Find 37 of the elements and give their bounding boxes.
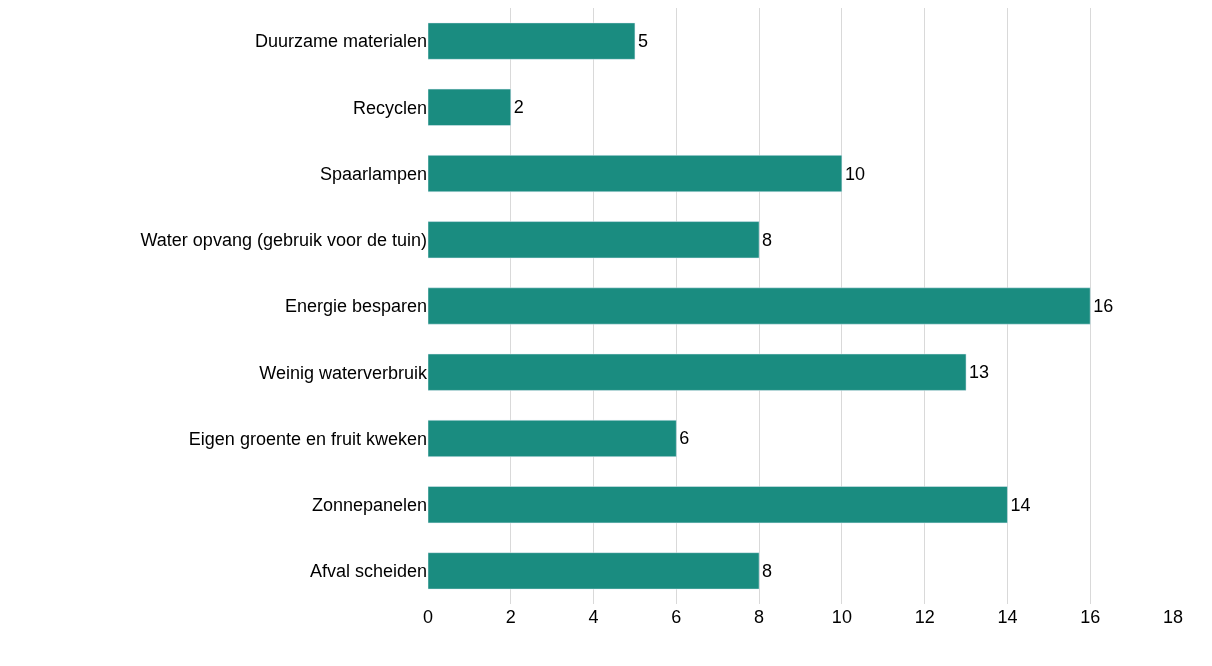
x-tick-label: 16 bbox=[1080, 607, 1101, 627]
data-label: 16 bbox=[1093, 296, 1114, 316]
bar bbox=[428, 221, 760, 259]
x-tick-label: 2 bbox=[505, 607, 516, 627]
bar bbox=[428, 552, 760, 590]
y-tick-label: Zonnepanelen bbox=[311, 494, 427, 515]
y-tick-label: Afval scheiden bbox=[309, 561, 427, 582]
data-label: 8 bbox=[762, 560, 773, 581]
y-tick-label: Recyclen bbox=[352, 97, 427, 118]
data-label: 10 bbox=[844, 163, 865, 184]
y-tick-label: Water opvang (gebruik voor de tuin) bbox=[140, 230, 427, 251]
y-tick-label: Energie besparen bbox=[284, 296, 427, 317]
x-tick-label: 4 bbox=[588, 607, 599, 627]
bar bbox=[428, 287, 1091, 325]
x-tick-label: 18 bbox=[1162, 607, 1184, 627]
x-tick-label: 14 bbox=[997, 607, 1018, 627]
data-label: 14 bbox=[1010, 494, 1031, 515]
data-label: 2 bbox=[513, 97, 524, 118]
bar bbox=[428, 88, 512, 126]
data-label: 8 bbox=[762, 229, 773, 250]
x-tick-label: 10 bbox=[831, 607, 852, 627]
bar bbox=[428, 22, 636, 60]
y-tick-label: Spaarlampen bbox=[319, 163, 427, 184]
y-tick-label: Eigen groente en fruit kweken bbox=[188, 428, 427, 449]
y-tick-label: Weinig waterverbruik bbox=[259, 362, 428, 383]
data-label: 5 bbox=[637, 31, 648, 52]
x-tick-label: 6 bbox=[671, 607, 682, 627]
x-tick-label: 8 bbox=[754, 607, 765, 627]
bar bbox=[428, 353, 967, 391]
bar bbox=[428, 486, 1008, 524]
x-tick-label: 12 bbox=[914, 607, 935, 627]
data-label: 13 bbox=[969, 362, 990, 383]
bar bbox=[428, 155, 843, 193]
y-tick-label: Duurzame materialen bbox=[254, 31, 427, 52]
x-tick-label: 0 bbox=[422, 607, 434, 627]
data-label: 6 bbox=[679, 428, 690, 449]
bar bbox=[428, 419, 677, 457]
